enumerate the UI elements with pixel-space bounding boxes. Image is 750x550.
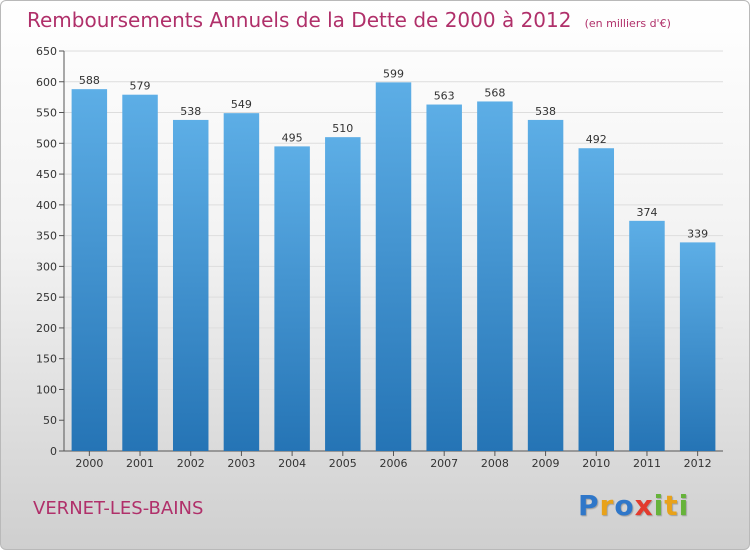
- x-tick-label-2002: 2002: [177, 457, 205, 470]
- bar-2005: [325, 137, 361, 451]
- logo-letter: i: [653, 489, 665, 522]
- value-label-2006: 599: [383, 67, 404, 80]
- bar-2009: [527, 119, 564, 451]
- x-tick-label-2010: 2010: [582, 457, 610, 470]
- value-label-2005: 510: [332, 122, 353, 135]
- x-tick-label-2001: 2001: [126, 457, 154, 470]
- title-row: Remboursements Annuels de la Dette de 20…: [27, 8, 671, 32]
- bar-2003: [223, 113, 260, 452]
- logo-letter: x: [634, 489, 654, 522]
- y-tick-label: 450: [36, 168, 57, 181]
- proxiti-logo: Proxiti: [578, 489, 689, 522]
- value-label-2008: 568: [484, 86, 505, 99]
- x-tick-label-2005: 2005: [329, 457, 357, 470]
- y-tick-label: 500: [36, 137, 57, 150]
- y-tick-label: 650: [36, 45, 57, 58]
- value-label-2011: 374: [636, 206, 657, 219]
- bar-2008: [477, 101, 513, 451]
- bar-2007: [426, 104, 462, 452]
- logo-letter: r: [599, 489, 615, 522]
- value-labels: 588 579 538 549 495 510 599 563 568 538 492 374 339: [79, 67, 708, 240]
- bar-2011: [629, 220, 665, 451]
- x-tick-label-2012: 2012: [684, 457, 712, 470]
- bar-2000: [71, 89, 108, 452]
- bar-2004: [274, 146, 310, 451]
- x-tick-label-2008: 2008: [481, 457, 509, 470]
- y-tick-label: 200: [36, 322, 57, 335]
- x-tick-label-2004: 2004: [278, 457, 306, 470]
- y-tick-label: 150: [36, 353, 57, 366]
- logo-letter: t: [664, 489, 679, 522]
- bar-2012: [679, 242, 716, 451]
- y-tick-label: 350: [36, 230, 57, 243]
- bar-2006: [375, 82, 412, 451]
- value-label-2002: 538: [180, 105, 201, 118]
- logo-letter: i: [678, 489, 690, 522]
- y-tick-label: 550: [36, 107, 57, 120]
- value-label-2009: 538: [535, 105, 556, 118]
- logo-letter: P: [578, 489, 600, 522]
- y-tick-label: 300: [36, 260, 57, 273]
- y-tick-label: 400: [36, 199, 57, 212]
- value-label-2001: 579: [130, 80, 151, 93]
- y-tick-label: 50: [43, 414, 57, 427]
- x-tick-label-2007: 2007: [430, 457, 458, 470]
- chart-unit: (en milliers d'€): [584, 17, 671, 30]
- value-label-2012: 339: [687, 227, 708, 240]
- bar-2010: [578, 148, 615, 451]
- value-label-2010: 492: [586, 133, 607, 146]
- bars: [71, 82, 716, 452]
- value-label-2007: 563: [434, 90, 455, 103]
- x-tick-label-2011: 2011: [633, 457, 661, 470]
- value-label-2000: 588: [79, 74, 100, 87]
- y-tick-label: 600: [36, 76, 57, 89]
- logo-letter: o: [614, 489, 635, 522]
- bar-2002: [172, 119, 209, 451]
- chart-title: Remboursements Annuels de la Dette de 20…: [27, 8, 572, 32]
- value-label-2004: 495: [282, 131, 303, 144]
- x-tick-label-2000: 2000: [75, 457, 103, 470]
- x-tick-label-2003: 2003: [227, 457, 255, 470]
- value-label-2003: 549: [231, 98, 252, 111]
- y-tick-label: 250: [36, 291, 57, 304]
- bar-2001: [122, 94, 158, 451]
- x-tick-label-2009: 2009: [532, 457, 560, 470]
- x-tick-label-2006: 2006: [380, 457, 408, 470]
- y-tick-label: 0: [50, 445, 57, 458]
- y-tick-label: 100: [36, 383, 57, 396]
- commune-name: VERNET-LES-BAINS: [33, 498, 204, 519]
